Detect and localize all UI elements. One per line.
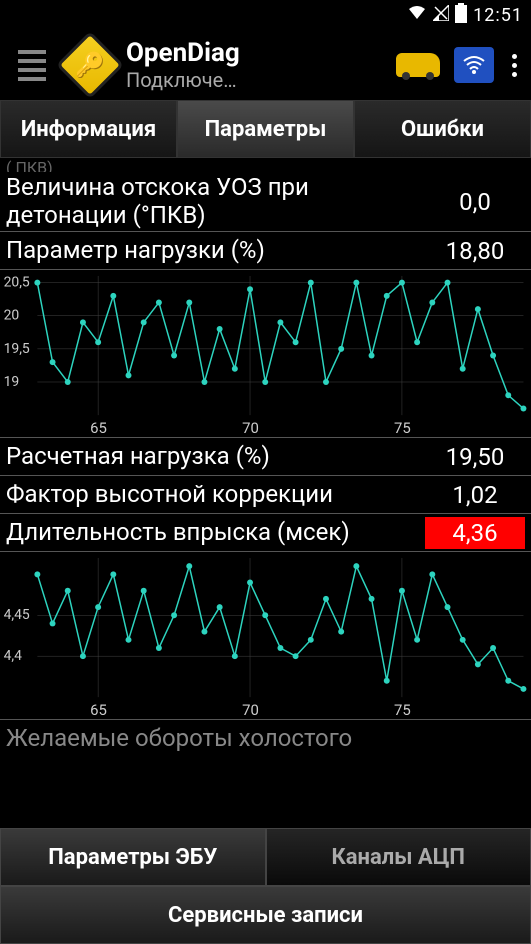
svg-text:75: 75 <box>394 701 411 719</box>
content-area: ( ПКВ) Величина отскока УОЗ при детонаци… <box>0 158 531 756</box>
menu-icon[interactable] <box>10 42 54 89</box>
svg-text:4,4: 4,4 <box>4 648 23 664</box>
param-value: 19,50 <box>425 441 525 473</box>
tab-errors[interactable]: Ошибки <box>354 100 531 158</box>
param-value: 1,02 <box>425 479 525 511</box>
param-label: Длительность впрыска (мсек) <box>6 519 425 547</box>
bottom-tab-adc[interactable]: Каналы АЦП <box>266 828 531 886</box>
param-label: Величина отскока УОЗ при детонации (°ПКВ… <box>6 174 425 229</box>
param-label: Расчетная нагрузка (%) <box>6 443 425 471</box>
param-row-altitude[interactable]: Фактор высотной коррекции 1,02 <box>0 476 531 514</box>
param-row-load[interactable]: Параметр нагрузки (%) 18,80 <box>0 232 531 270</box>
chart-injection[interactable]: 4,45 4,4 65 70 75 <box>0 552 531 720</box>
param-value: 18,80 <box>425 235 525 267</box>
param-label: Фактор высотной коррекции <box>6 481 425 509</box>
param-row-idle-cutoff: Желаемые обороты холостого <box>0 720 531 756</box>
svg-text:65: 65 <box>90 419 107 437</box>
wifi-badge-icon[interactable] <box>454 47 494 83</box>
signal-icon <box>433 5 449 26</box>
clock: 12:51 <box>473 5 523 26</box>
svg-text:65: 65 <box>90 701 107 719</box>
svg-text:75: 75 <box>394 419 411 437</box>
tab-info[interactable]: Информация <box>0 100 177 158</box>
param-row-knock[interactable]: Величина отскока УОЗ при детонации (°ПКВ… <box>0 172 531 232</box>
top-tabs: Информация Параметры Ошибки <box>0 100 531 158</box>
svg-text:19,5: 19,5 <box>4 341 30 357</box>
connection-status: Подключе… <box>126 68 384 92</box>
param-value: 0,0 <box>425 186 525 218</box>
partial-row-top: ( ПКВ) <box>0 158 531 172</box>
battery-icon <box>455 3 467 28</box>
app-title: OpenDiag <box>126 38 384 68</box>
svg-text:20,5: 20,5 <box>4 275 30 291</box>
param-value: 4,36 <box>425 517 525 549</box>
param-row-calc-load[interactable]: Расчетная нагрузка (%) 19,50 <box>0 438 531 476</box>
bottom-tabs: Параметры ЭБУ Каналы АЦП <box>0 828 531 886</box>
overflow-menu-icon[interactable] <box>508 50 521 81</box>
param-label: Параметр нагрузки (%) <box>6 237 425 265</box>
tab-params[interactable]: Параметры <box>177 100 354 158</box>
svg-text:20: 20 <box>4 308 20 324</box>
app-header: 🔑 OpenDiag Подключе… <box>0 30 531 100</box>
svg-text:70: 70 <box>242 701 259 719</box>
status-bar: 12:51 <box>0 0 531 30</box>
service-records-button[interactable]: Сервисные записи <box>0 886 531 944</box>
wifi-icon <box>407 5 427 26</box>
app-logo-icon: 🔑 <box>56 31 124 99</box>
svg-text:70: 70 <box>242 419 259 437</box>
bottom-tab-ecu[interactable]: Параметры ЭБУ <box>0 828 266 886</box>
param-row-injection[interactable]: Длительность впрыска (мсек) 4,36 <box>0 514 531 552</box>
car-icon[interactable] <box>396 53 440 77</box>
svg-text:4,45: 4,45 <box>4 607 30 623</box>
chart-load[interactable]: 20,5 20 19,5 19 65 70 75 <box>0 270 531 438</box>
svg-text:19: 19 <box>4 374 20 390</box>
